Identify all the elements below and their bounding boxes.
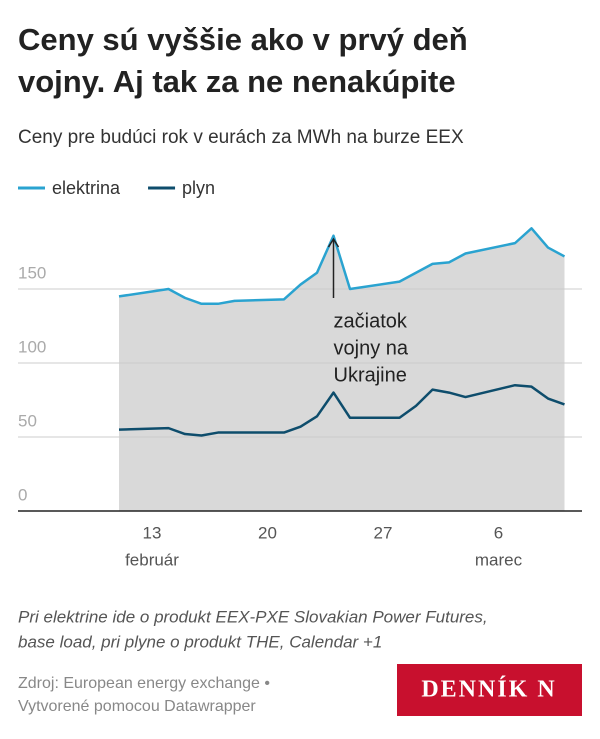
chart-title: vojny. Aj tak za ne nenakúpite xyxy=(18,64,456,99)
chart-subtitle: Ceny pre budúci rok v eurách za MWh na b… xyxy=(18,127,464,148)
annotation-text: Ukrajine xyxy=(334,364,407,386)
area xyxy=(119,228,565,511)
y-tick-label: 0 xyxy=(18,485,27,504)
line xyxy=(118,383,565,437)
y-tick-label: 50 xyxy=(18,411,37,430)
x-month-label: február xyxy=(125,550,179,569)
x-tick-label: 20 xyxy=(258,523,277,542)
logo-box xyxy=(397,664,582,716)
legend-label: elektrina xyxy=(52,178,121,198)
note: base load, pri plyne o produkt THE, Cale… xyxy=(18,632,382,651)
logo: DENNÍK N xyxy=(421,677,556,703)
chart-title: Ceny sú vyššie ako v prvý deň xyxy=(18,22,468,57)
note: Pri elektrine ide o produkt EEX-PXE Slov… xyxy=(18,607,488,626)
annotation-arrowhead xyxy=(327,237,340,248)
source: Vytvorené pomocou Datawrapper xyxy=(18,698,256,715)
annotation-text: vojny na xyxy=(334,337,409,359)
x-tick-label: 13 xyxy=(143,523,162,542)
y-tick-label: 100 xyxy=(18,337,46,356)
annotation-text: začiatok xyxy=(334,310,408,332)
x-tick-label: 27 xyxy=(374,523,393,542)
legend-label: plyn xyxy=(182,178,215,198)
source: Zdroj: European energy exchange • xyxy=(18,675,270,692)
x-tick-label: 6 xyxy=(494,523,503,542)
line xyxy=(118,227,566,306)
x-month-label: marec xyxy=(475,550,523,569)
y-tick-label: 150 xyxy=(18,263,46,282)
